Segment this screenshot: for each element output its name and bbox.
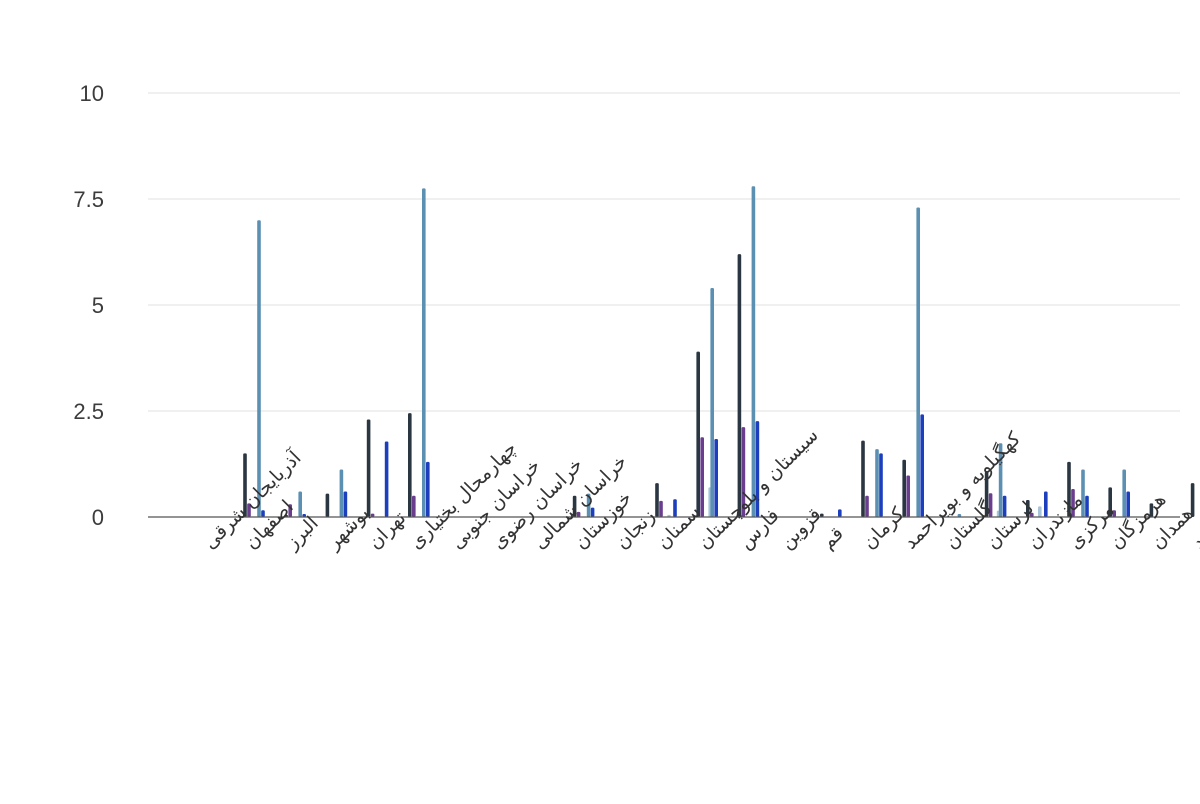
bar	[714, 438, 718, 517]
bar	[1030, 512, 1034, 517]
bar	[1044, 491, 1048, 517]
y-tick-label: 2.5	[73, 399, 104, 424]
bar	[370, 513, 375, 517]
bar	[426, 461, 430, 517]
bar	[1081, 469, 1085, 517]
bar	[243, 453, 247, 517]
bar	[1149, 503, 1154, 517]
bar	[920, 414, 924, 517]
bar	[325, 493, 330, 517]
bar	[1122, 469, 1126, 517]
bar	[366, 419, 371, 517]
bar	[741, 427, 746, 517]
bar	[998, 443, 1003, 517]
bar	[288, 504, 292, 517]
bar	[861, 440, 865, 517]
y-tick-label: 10	[80, 81, 104, 106]
bar	[755, 421, 760, 517]
bar	[1071, 489, 1075, 517]
bar	[655, 483, 659, 517]
bar	[710, 288, 714, 517]
bar	[1108, 487, 1112, 517]
bar	[572, 495, 577, 517]
bar	[257, 220, 261, 517]
gridlines	[148, 92, 1180, 412]
bar	[408, 413, 412, 517]
bar	[1026, 500, 1030, 517]
bar	[659, 500, 663, 517]
y-axis-ticks: 0 2.5 5 7.5 10	[73, 81, 104, 530]
bar	[696, 351, 700, 517]
bar	[1190, 483, 1195, 517]
bar	[820, 513, 824, 517]
bar	[1126, 491, 1130, 517]
bars	[243, 186, 1195, 518]
bar	[576, 511, 581, 517]
x-tick-label: بوشهر	[322, 502, 374, 554]
y-tick-label: 7.5	[73, 187, 104, 212]
bar	[906, 475, 910, 517]
bar	[1002, 495, 1007, 517]
bar	[916, 207, 920, 518]
x-tick-label: قزوین	[776, 504, 826, 554]
bar	[343, 491, 348, 517]
bar	[879, 453, 883, 517]
bar	[875, 449, 879, 517]
bar	[1085, 495, 1089, 517]
bar	[902, 459, 906, 517]
bar	[673, 499, 677, 517]
bar	[384, 441, 389, 517]
x-tick-label: تهران	[364, 507, 411, 554]
bar	[412, 495, 416, 517]
y-tick-label: 5	[92, 293, 104, 318]
bar	[751, 186, 756, 517]
bar	[865, 495, 869, 517]
bar	[1067, 461, 1071, 517]
bar	[984, 471, 989, 517]
bar	[298, 491, 302, 517]
bar	[1038, 506, 1042, 517]
bar	[302, 514, 306, 517]
bar	[247, 503, 251, 517]
bar	[339, 469, 344, 517]
y-tick-label: 0	[92, 505, 104, 530]
bar	[586, 493, 591, 517]
bar	[590, 507, 595, 517]
bar	[737, 254, 742, 517]
bar	[1112, 510, 1116, 517]
bar	[957, 514, 962, 517]
bar	[700, 437, 704, 517]
bar	[261, 510, 265, 517]
bar	[838, 509, 842, 517]
bar	[988, 493, 993, 517]
x-tick-label: قم	[817, 523, 848, 554]
bar	[422, 188, 426, 517]
